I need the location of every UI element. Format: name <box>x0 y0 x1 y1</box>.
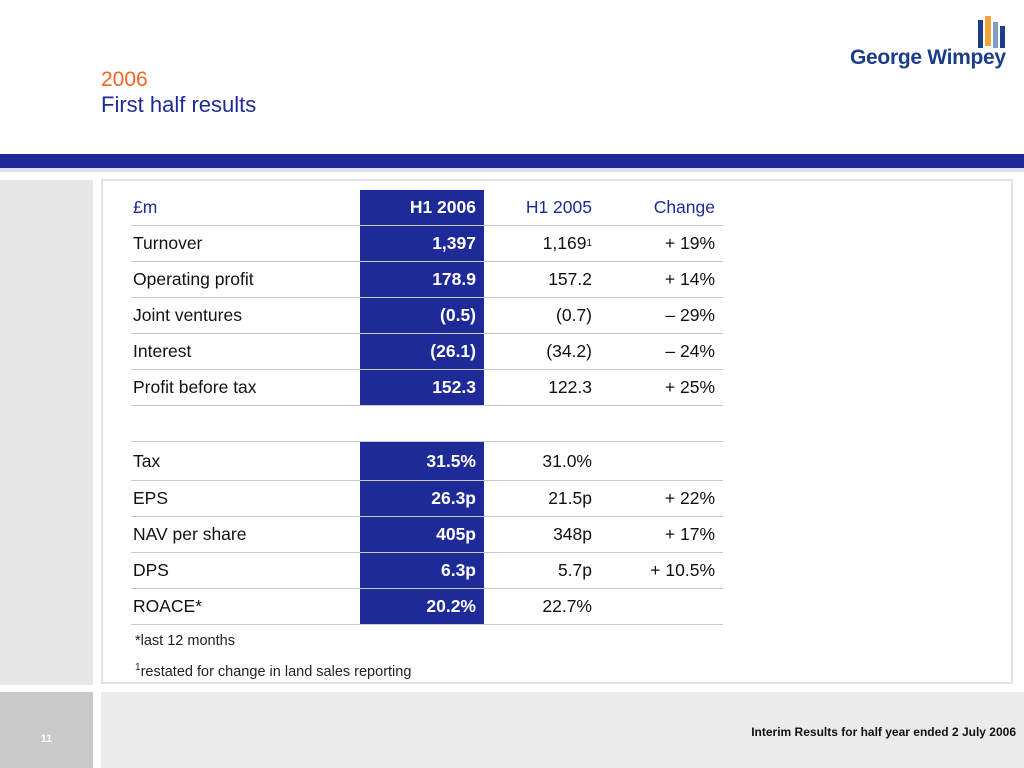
cell-h1-2005: 5.7p <box>557 560 592 580</box>
row-label: Interest <box>133 341 192 361</box>
table-row: Interest (26.1) (34.2) – 24% <box>131 334 723 370</box>
row-label: Profit before tax <box>133 377 257 397</box>
cell-h1-2006: 178.9 <box>360 262 484 297</box>
cell-change: + 19% <box>664 233 715 253</box>
cell-change <box>594 589 721 624</box>
table-row: EPS 26.3p 21.5p + 22% <box>131 481 723 517</box>
page-number: 11 <box>40 733 53 745</box>
table-header-row: £m H1 2006 H1 2005 Change <box>131 190 723 226</box>
table-row: NAV per share 405p 348p + 17% <box>131 517 723 553</box>
content-panel <box>101 179 1013 684</box>
row-label: ROACE* <box>133 596 203 616</box>
footer-panel <box>101 692 1024 768</box>
cell-h1-2006: 26.3p <box>360 481 484 516</box>
cell-change: + 17% <box>664 524 715 544</box>
cell-h1-2006: (26.1) <box>360 334 484 369</box>
row-label: Turnover <box>133 233 203 253</box>
cell-h1-2005: (34.2) <box>546 341 592 361</box>
table-row: Profit before tax 152.3 122.3 + 25% <box>131 370 723 406</box>
title-main: First half results <box>101 92 257 117</box>
footnote-restated: 1restated for change in land sales repor… <box>135 662 412 680</box>
table-row: ROACE* 20.2% 22.7% <box>131 589 723 625</box>
company-logo: George Wimpey <box>848 16 1008 76</box>
table-spacer-row <box>131 406 723 442</box>
cell-h1-2005: 1,169 1 <box>542 233 592 253</box>
row-label: Tax <box>133 450 161 471</box>
cell-change: + 14% <box>664 269 715 289</box>
logo-text: George Wimpey <box>850 46 1006 69</box>
cell-change: – 24% <box>665 341 715 361</box>
row-label: EPS <box>133 488 169 508</box>
table-row: Joint ventures (0.5) (0.7) – 29% <box>131 298 723 334</box>
footnote-restated-text: restated for change in land sales report… <box>140 664 412 680</box>
header-h1-2005: H1 2005 <box>525 197 592 217</box>
table-row: Turnover 1,397 1,169 1 + 19% <box>131 226 723 262</box>
cell-h1-2006: 405p <box>360 517 484 552</box>
cell-h1-2005: 122.3 <box>548 377 592 397</box>
header-divider-shadow <box>0 168 1024 172</box>
cell-h1-2005: 157.2 <box>548 269 592 289</box>
footnote-marker: 1 <box>135 662 141 674</box>
header-label: £m <box>133 197 158 217</box>
left-side-panel <box>0 180 93 685</box>
cell-h1-2006: 20.2% <box>360 589 484 624</box>
cell-h1-2005: 21.5p <box>548 488 592 508</box>
header-h1-2006: H1 2006 <box>360 190 484 225</box>
cell-h1-2006: 31.5% <box>360 442 484 480</box>
logo-bars-icon <box>978 16 1005 48</box>
header-change: Change <box>653 197 715 217</box>
cell-change: + 22% <box>664 488 715 508</box>
footnote-last-12-months: *last 12 months <box>135 633 235 649</box>
footer-caption: Interim Results for half year ended 2 Ju… <box>751 725 1016 739</box>
cell-change: + 10.5% <box>650 560 715 580</box>
cell-h1-2005: 22.7% <box>542 596 592 616</box>
cell-h1-2006: 1,397 <box>360 226 484 261</box>
slide-title: 2006 First half results <box>101 68 256 118</box>
cell-h1-2005: 348p <box>553 524 592 544</box>
cell-change <box>594 442 721 480</box>
cell-h1-2005: (0.7) <box>556 305 592 325</box>
table-row: DPS 6.3p 5.7p + 10.5% <box>131 553 723 589</box>
table-row: Operating profit 178.9 157.2 + 14% <box>131 262 723 298</box>
row-label: Joint ventures <box>133 305 242 325</box>
cell-h1-2006: 6.3p <box>360 553 484 588</box>
cell-h1-2006: (0.5) <box>360 298 484 333</box>
row-label: Operating profit <box>133 269 254 289</box>
cell-change: – 29% <box>665 305 715 325</box>
cell-change: + 25% <box>664 377 715 397</box>
cell-h1-2006: 152.3 <box>360 370 484 405</box>
cell-h1-2005: 31.0% <box>542 450 592 471</box>
row-label: NAV per share <box>133 524 247 544</box>
title-year: 2006 <box>101 68 148 91</box>
footer-left-panel <box>0 692 93 768</box>
row-label: DPS <box>133 560 169 580</box>
header-divider <box>0 154 1024 168</box>
table-row: Tax 31.5% 31.0% <box>131 442 723 481</box>
cell-h1-2005-value: 1,169 <box>542 233 587 253</box>
